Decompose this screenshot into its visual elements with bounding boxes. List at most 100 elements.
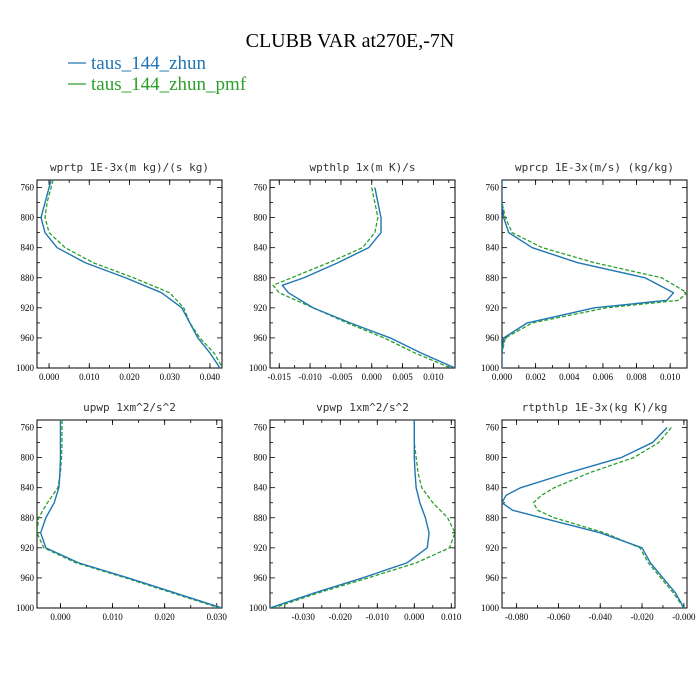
y-tick-label: 760 [21,183,35,193]
figure-title: CLUBB VAR at270E,-7N [246,30,455,52]
x-tick-label: 0.002 [526,372,546,382]
x-tick-label: -0.020 [329,612,353,622]
y-tick-label: 840 [254,483,268,493]
panel-4: upwp 1xm^2/s^2 760 800 840 880 920 960 1000 0.00… [16,401,227,622]
panel-5: vpwp 1xm^2/s^2 760 800 840 880 920 960 1000 -0.0… [249,401,462,622]
y-tick-label: 960 [21,573,35,583]
y-tick-label: 800 [254,213,268,223]
panel-title: vpwp 1xm^2/s^2 [316,401,409,414]
x-tick-label: 0.020 [119,372,140,382]
series-line-taus-144-zhun [40,180,221,368]
panel-title: rtpthlp 1E-3x(kg K)/kg [522,401,668,414]
y-tick-label: 1000 [249,363,268,373]
series-line-taus-144-zhun [502,427,685,608]
x-tick-label: 0.000 [492,372,513,382]
x-tick-label: 0.000 [404,612,425,622]
y-tick-label: 840 [486,483,500,493]
y-tick-label: 920 [21,543,35,553]
x-tick-label: -0.015 [268,372,292,382]
y-tick-label: 880 [486,273,500,283]
x-tick-label: 0.010 [79,372,100,382]
y-tick-label: 880 [21,513,35,523]
x-tick-label: -0.030 [292,612,316,622]
panel-title: wprcp 1E-3x(m/s) (kg/kg) [515,161,674,174]
y-tick-label: 960 [254,333,268,343]
series-line-taus-144-zhun [39,420,222,608]
x-tick-label: -0.010 [298,372,322,382]
y-tick-label: 880 [254,273,268,283]
legend-label-zhun-pmf: taus_144_zhun_pmf [91,74,247,95]
panel-2: wpthlp 1x(m K)/s7608008408809209601000-0… [249,161,456,382]
x-tick-label: -0.020 [630,612,654,622]
y-tick-label: 1000 [481,363,500,373]
y-tick-label: 880 [254,513,268,523]
x-tick-label: -0.040 [589,612,613,622]
axes-frame [269,419,456,609]
y-tick-label: 1000 [16,603,35,613]
y-tick-label: 1000 [249,603,268,613]
x-tick-label: 0.006 [593,372,614,382]
axes-frame [501,419,688,609]
y-tick-label: 840 [486,243,500,253]
y-tick-label: 1000 [16,363,35,373]
series-line-taus-144-zhun-pmf [37,420,220,608]
y-tick-label: 760 [254,183,268,193]
series-line-taus-144-zhun [281,187,455,368]
y-tick-label: 800 [486,453,500,463]
panel-title: wprtp 1E-3x(m kg)/(s kg) [50,161,209,174]
panel-title: upwp 1xm^2/s^2 [83,401,176,414]
y-tick-label: 960 [486,333,500,343]
x-tick-label: 0.000 [39,372,60,382]
series-line-taus-144-zhun-pmf [272,187,451,368]
x-tick-label: 0.010 [660,372,681,382]
panels: wprtp 1E-3x(m kg)/(s kg) 760 800 840 880 920 9… [16,161,696,622]
x-tick-label: 0.004 [559,372,580,382]
x-tick-label: 0.005 [392,372,413,382]
series-line-taus-144-zhun-pmf [44,180,222,368]
y-tick-label: 840 [21,483,35,493]
y-tick-label: 960 [254,573,268,583]
panel-1: wprtp 1E-3x(m kg)/(s kg) 760 800 840 880 920 9… [16,161,223,382]
y-tick-label: 920 [254,303,268,313]
y-tick-label: 760 [21,423,35,433]
x-tick-label: 0.008 [626,372,647,382]
y-tick-label: 920 [21,303,35,313]
axes-frame [36,179,223,369]
x-tick-label: 0.010 [423,372,444,382]
x-tick-label: 0.030 [160,372,181,382]
axes-frame [269,179,456,369]
y-tick-label: 920 [486,543,500,553]
x-tick-label: 0.010 [102,612,123,622]
y-tick-label: 800 [21,453,35,463]
y-tick-label: 920 [486,303,500,313]
y-tick-label: 840 [21,243,35,253]
y-tick-label: 760 [486,183,500,193]
axes-frame [36,419,223,609]
panel-title: wpthlp 1x(m K)/s [310,161,416,174]
panel-6: rtpthlp 1E-3x(kg K)/kg 760 800 840 880 920 960… [481,401,696,622]
legend: taus_144_zhun taus_144_zhun_pmf [68,53,247,95]
x-tick-label: -0.080 [505,612,529,622]
y-tick-label: 920 [254,543,268,553]
series-line-taus-144-zhun [502,180,675,368]
series-line-taus-144-zhun-pmf [273,420,455,608]
x-tick-label: 0.000 [362,372,383,382]
x-tick-label: 0.020 [155,612,176,622]
legend-label-zhun: taus_144_zhun [91,53,207,74]
x-tick-label: -0.010 [366,612,390,622]
y-tick-label: 960 [486,573,500,583]
y-tick-label: 760 [254,423,268,433]
y-tick-label: 880 [21,273,35,283]
y-tick-label: 760 [486,423,500,433]
y-tick-label: 800 [21,213,35,223]
x-tick-label: 0.040 [200,372,221,382]
y-tick-label: 800 [486,213,500,223]
x-tick-label: -0.000 [672,612,696,622]
x-tick-label: 0.000 [50,612,71,622]
axes-frame [501,179,688,369]
y-tick-label: 1000 [481,603,500,613]
series-line-taus-144-zhun-pmf [532,427,685,608]
x-tick-label: 0.010 [441,612,462,622]
y-tick-label: 880 [486,513,500,523]
